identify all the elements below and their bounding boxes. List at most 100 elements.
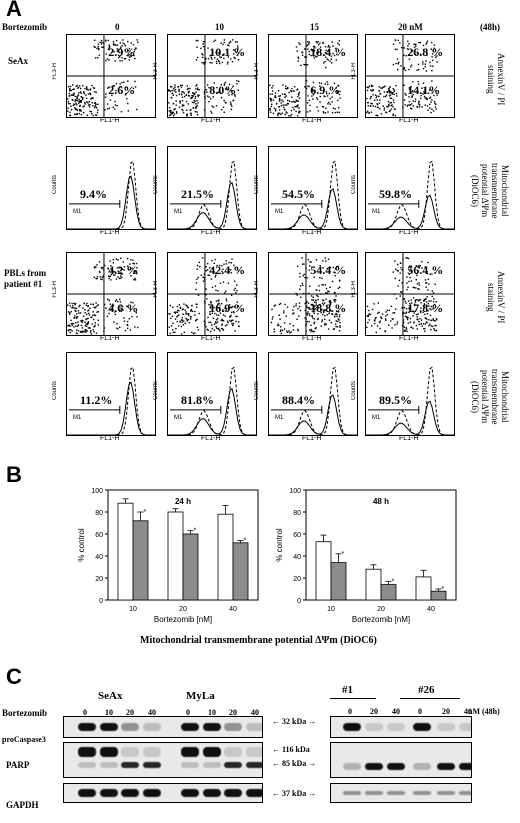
y-axis-label: Counts — [52, 381, 58, 401]
upper-quadrant-percent: 26.8 % — [407, 45, 444, 60]
lane-label: 10 — [208, 708, 216, 717]
band-cleaved — [224, 762, 242, 768]
x-axis-label: FL1-H — [302, 117, 322, 124]
band — [343, 791, 361, 795]
cond-0: 0 — [115, 22, 120, 32]
svg-text:M1: M1 — [73, 209, 82, 215]
bar — [380, 584, 397, 601]
category-label: 10 — [129, 606, 137, 613]
drug-label-a: Bortezomib — [2, 22, 47, 32]
lower-quadrant-percent: 17.8 % — [407, 301, 444, 316]
group-patient1: #1 — [342, 684, 353, 696]
band — [437, 791, 455, 795]
band-cleaved — [203, 762, 221, 768]
y-tick-label: 0 — [297, 598, 301, 605]
svg-text:M1: M1 — [275, 415, 284, 421]
bar — [117, 502, 134, 601]
category-label: 20 — [179, 606, 187, 613]
dotplot — [66, 34, 156, 118]
histogram: M1 — [365, 146, 455, 230]
band — [343, 723, 361, 731]
lane-label: 40 — [464, 707, 472, 716]
lower-quadrant-percent: 2.6% — [108, 83, 136, 98]
cond-3: 20 nM — [398, 22, 423, 32]
row-side-label: Mitochondrial transmembrane potential ΔΨ… — [470, 163, 510, 219]
y-tick-label: 60 — [95, 532, 103, 539]
bar — [217, 513, 234, 601]
band — [121, 723, 139, 731]
svg-text:M1: M1 — [174, 209, 183, 215]
marker-116-text: 116 kDa — [282, 745, 310, 754]
row-side-label: Mitochondrial transmembrane potential ΔΨ… — [470, 369, 510, 425]
band-cleaved — [121, 762, 139, 768]
histogram-percent: 88.4% — [282, 392, 315, 407]
x-axis-label: FL1-H — [399, 335, 419, 342]
x-axis-label: FL1-H — [399, 435, 419, 442]
histogram-percent: 89.5% — [379, 392, 412, 407]
y-tick-label: 0 — [99, 598, 103, 605]
marker-37: ← 37 kDa → — [272, 789, 317, 798]
dotplot — [167, 34, 257, 118]
blot-strip-left — [63, 742, 263, 778]
band-cleaved — [246, 762, 262, 768]
y-axis-label: % control — [275, 528, 284, 562]
significance-star: * — [342, 551, 345, 558]
category-label: 10 — [327, 606, 335, 613]
band — [365, 791, 383, 795]
y-tick-label: 100 — [289, 488, 301, 495]
blot-label-gapdh: GAPDH — [6, 800, 39, 810]
histogram: M1 — [66, 146, 156, 230]
y-axis-label: Counts — [351, 381, 357, 401]
y-tick-label: 80 — [293, 510, 301, 517]
band-uncleaved — [143, 747, 161, 757]
bar — [315, 541, 332, 601]
marker-85-text: 85 kDa — [282, 759, 307, 768]
bar — [132, 520, 149, 601]
group-myla: MyLa — [186, 690, 215, 702]
panel-b-caption: Mitochondrial transmembrane potential ΔΨ… — [140, 635, 377, 646]
dotplot — [365, 34, 455, 118]
band-uncleaved — [224, 747, 242, 757]
band-cleaved — [413, 763, 431, 770]
band — [437, 723, 455, 731]
band — [459, 723, 471, 731]
group-line-1 — [330, 698, 376, 699]
band — [413, 791, 431, 795]
y-axis-label: FL3-H — [254, 63, 260, 80]
significance-star: * — [442, 586, 445, 593]
y-tick-label: 60 — [293, 532, 301, 539]
marker-37-text: 37 kDa — [282, 789, 307, 798]
bar — [430, 590, 447, 601]
group-line-26 — [400, 698, 460, 699]
histogram: M1 — [268, 352, 358, 436]
x-axis-label: FL1-H — [399, 117, 419, 124]
x-axis-label: FL1-H — [302, 435, 322, 442]
blot-strip-right — [330, 716, 472, 738]
blot-strip-right — [330, 742, 472, 778]
y-axis-label: Counts — [153, 175, 159, 195]
x-axis-label: Bortezomib [nM] — [154, 615, 212, 624]
histogram: M1 — [167, 352, 257, 436]
row-label-seax: SeAx — [8, 56, 28, 66]
y-axis-label: FL3-H — [52, 281, 58, 298]
lane-label: 40 — [251, 708, 259, 717]
y-tick-label: 100 — [91, 488, 103, 495]
upper-quadrant-percent: 2.9% — [108, 45, 136, 60]
group-patient26: #26 — [418, 684, 435, 696]
band-cleaved — [181, 762, 199, 768]
lower-quadrant-percent: 16.9 % — [209, 301, 246, 316]
lower-quadrant-percent: 4.6 % — [108, 301, 139, 316]
band — [78, 789, 96, 797]
band-uncleaved — [246, 747, 262, 757]
lane-label: 20 — [442, 707, 450, 716]
histogram: M1 — [365, 352, 455, 436]
blot-label-procasp: proCaspase3 — [2, 735, 46, 744]
upper-quadrant-percent: 56.4 % — [407, 263, 444, 278]
band — [387, 723, 405, 731]
blot-strip-left — [63, 716, 263, 738]
row-label-pbl: PBLs from patient #1 — [4, 268, 74, 290]
band — [100, 789, 118, 797]
lower-quadrant-percent: 8.0% — [209, 83, 237, 98]
y-axis-label: Counts — [153, 381, 159, 401]
x-axis-label: FL1-H — [302, 335, 322, 342]
